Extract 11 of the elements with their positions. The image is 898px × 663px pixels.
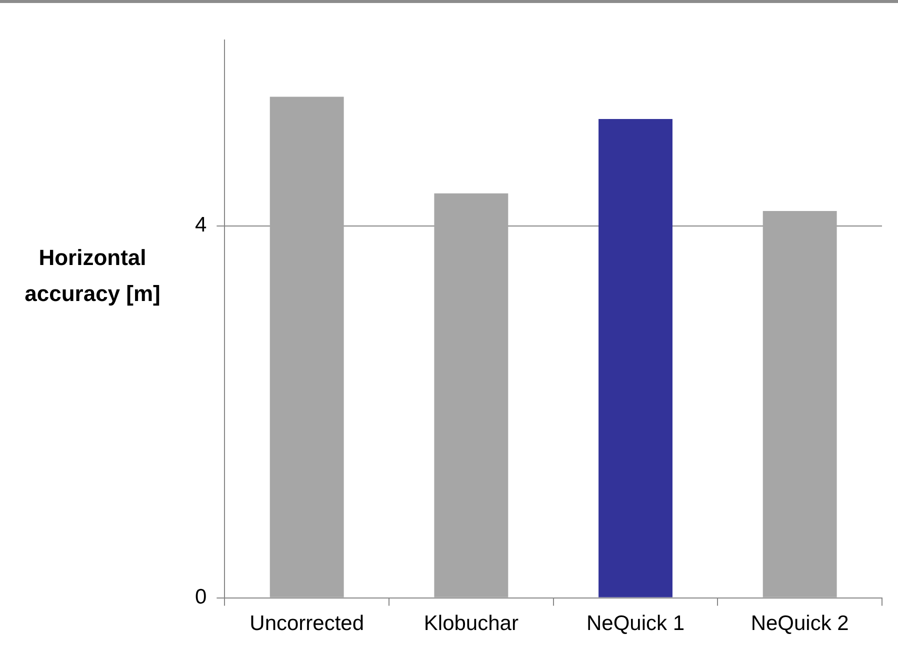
bar — [598, 119, 672, 598]
y-tick-label: 4 — [194, 214, 207, 237]
x-tick-label: Uncorrected — [250, 612, 364, 636]
bar — [270, 96, 344, 598]
x-tick-label: NeQuick 1 — [586, 612, 685, 636]
y-axis-title: Horizontal accuracy [m] — [24, 244, 162, 308]
x-tick-label: NeQuick 2 — [750, 612, 849, 636]
x-tick-label: Klobuchar — [424, 612, 518, 636]
bar — [434, 193, 508, 598]
y-tick-label: 0 — [194, 586, 207, 609]
bar — [762, 211, 837, 598]
